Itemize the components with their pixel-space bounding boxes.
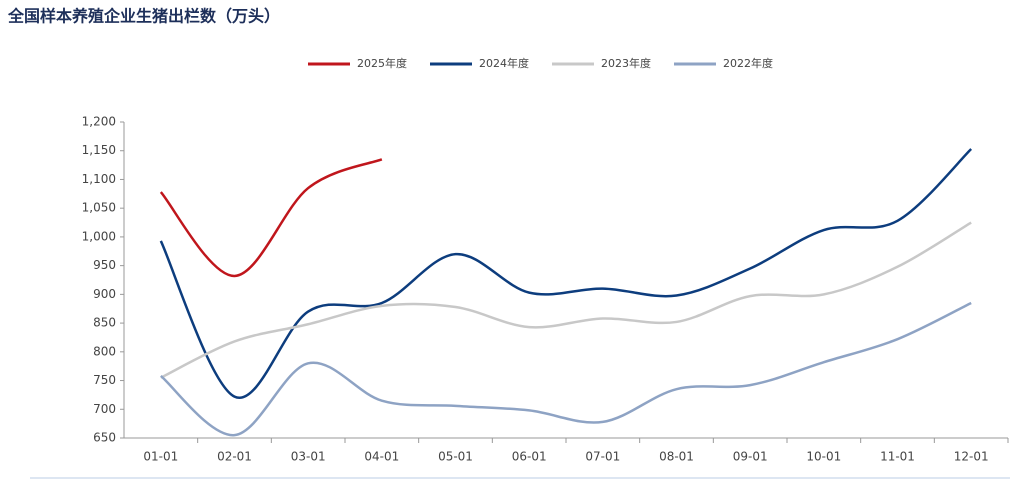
x-tick-label: 09-01 [733, 450, 768, 464]
y-tick-label: 1,200 [82, 115, 116, 129]
y-tick-label: 700 [93, 402, 116, 416]
x-tick-label: 05-01 [438, 450, 473, 464]
y-tick-label: 850 [93, 316, 116, 330]
y-tick-label: 900 [93, 287, 116, 301]
y-tick-label: 1,000 [82, 229, 116, 243]
series-line [159, 158, 383, 278]
y-tick-label: 950 [93, 258, 116, 272]
x-tick-label: 12-01 [954, 450, 989, 464]
x-tick-label: 10-01 [806, 450, 841, 464]
y-tick-label: 1,150 [82, 143, 116, 157]
x-tick-label: 11-01 [880, 450, 915, 464]
y-tick-label: 650 [93, 431, 116, 445]
series-line [159, 148, 973, 399]
y-tick-label: 1,100 [82, 172, 116, 186]
x-tick-label: 06-01 [512, 450, 547, 464]
legend-label: 2024年度 [479, 56, 529, 70]
legend-label: 2025年度 [357, 56, 407, 70]
y-tick-label: 800 [93, 344, 116, 358]
x-tick-label: 01-01 [143, 450, 178, 464]
chart-title: 全国样本养殖企业生猪出栏数（万头） [7, 7, 280, 26]
x-tick-label: 04-01 [364, 450, 399, 464]
y-tick-label: 1,050 [82, 201, 116, 215]
legend-label: 2022年度 [723, 56, 773, 70]
x-tick-label: 03-01 [291, 450, 326, 464]
series-line [160, 301, 972, 437]
y-tick-label: 750 [93, 373, 116, 387]
x-tick-label: 02-01 [217, 450, 252, 464]
legend-label: 2023年度 [601, 56, 651, 70]
series-line [160, 221, 972, 379]
x-tick-label: 08-01 [659, 450, 694, 464]
x-tick-label: 07-01 [585, 450, 620, 464]
